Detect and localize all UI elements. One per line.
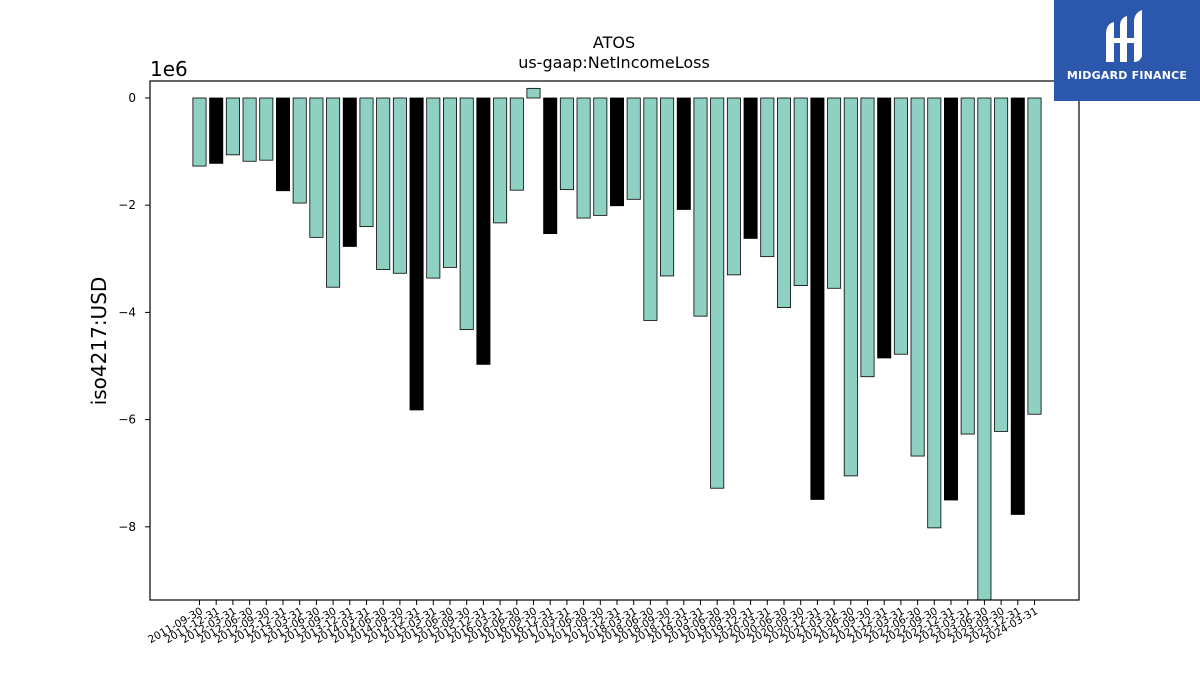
y-tick-label: −4 <box>118 305 136 319</box>
bar-series <box>192 87 1042 601</box>
bar-2012-06-30 <box>242 97 257 162</box>
bar-2013-06-30 <box>309 97 324 238</box>
bar-2011-12-31 <box>209 97 224 164</box>
bar-2020-03-31 <box>760 97 775 258</box>
logo-brand-text: MIDGARD FINANCE <box>1066 69 1188 82</box>
bar-2021-12-31 <box>877 97 892 359</box>
bar-2012-03-31 <box>225 97 240 156</box>
bar-2013-03-31 <box>292 97 307 204</box>
bar-2021-06-30 <box>843 97 858 477</box>
bar-2012-12-31 <box>275 97 290 192</box>
bar-2015-12-31 <box>476 97 491 365</box>
bar-2022-12-31 <box>944 97 959 501</box>
bar-2017-06-30 <box>576 97 591 219</box>
bar-2020-09-30 <box>793 97 808 287</box>
bar-2016-06-30 <box>509 97 524 191</box>
bar-2018-12-31 <box>676 97 691 210</box>
bar-2018-09-30 <box>660 97 675 277</box>
chart-title: ATOS <box>593 33 635 52</box>
bar-2022-03-31 <box>893 97 908 355</box>
midgard-logo: MIDGARD FINANCE <box>1054 0 1200 101</box>
bar-2023-09-30 <box>994 97 1009 432</box>
y-tick-label: −2 <box>118 198 136 212</box>
bar-2011-09-30 <box>192 97 207 167</box>
bar-2013-09-30 <box>326 97 341 288</box>
bar-2014-06-30 <box>376 97 391 270</box>
bar-2013-12-31 <box>342 97 357 247</box>
bar-2019-03-31 <box>693 97 708 317</box>
bar-2019-06-30 <box>710 97 725 489</box>
bar-2018-03-31 <box>626 97 641 200</box>
bar-2022-09-30 <box>927 97 942 529</box>
midgard-logo-icon <box>1106 10 1142 62</box>
plot-frame <box>149 80 1080 601</box>
bar-2017-03-31 <box>559 97 574 191</box>
bar-2020-12-31 <box>810 97 825 500</box>
bar-2019-12-31 <box>743 97 758 239</box>
bar-2016-09-30 <box>526 87 541 99</box>
bar-2021-03-31 <box>827 97 842 289</box>
bar-2023-03-31 <box>960 97 975 435</box>
bar-2017-09-30 <box>593 97 608 216</box>
bar-2022-06-30 <box>910 97 925 457</box>
bar-2014-09-30 <box>392 97 407 274</box>
bar-2023-06-30 <box>977 97 992 601</box>
bar-2024-03-31 <box>1027 97 1042 415</box>
y-tick-label: −8 <box>118 520 136 534</box>
bar-2016-12-31 <box>543 97 558 235</box>
bar-2015-06-30 <box>442 97 457 268</box>
bar-2018-06-30 <box>643 97 658 321</box>
bar-2015-03-31 <box>426 97 441 279</box>
y-axis: 0 −2 −4 −6 −8 <box>118 91 150 534</box>
bar-2019-09-30 <box>726 97 741 276</box>
bar-2016-03-31 <box>493 97 508 224</box>
bar-2014-03-31 <box>359 97 374 228</box>
y-tick-label: 0 <box>128 91 136 105</box>
y-axis-offset-label: 1e6 <box>150 57 188 81</box>
chart-subtitle: us-gaap:NetIncomeLoss <box>518 53 710 72</box>
y-axis-label: iso4217:USD <box>87 277 111 406</box>
bar-2015-09-30 <box>459 97 474 330</box>
bar-2021-09-30 <box>860 97 875 378</box>
bar-2023-12-31 <box>1010 97 1025 515</box>
y-tick-label: −6 <box>118 413 136 427</box>
x-axis: 2011-09-302011-12-312012-03-312012-06-30… <box>146 600 1040 646</box>
bar-2017-12-31 <box>610 97 625 207</box>
bar-2012-09-30 <box>259 97 274 161</box>
bar-2014-12-31 <box>409 97 424 411</box>
bar-2020-06-30 <box>777 97 792 308</box>
